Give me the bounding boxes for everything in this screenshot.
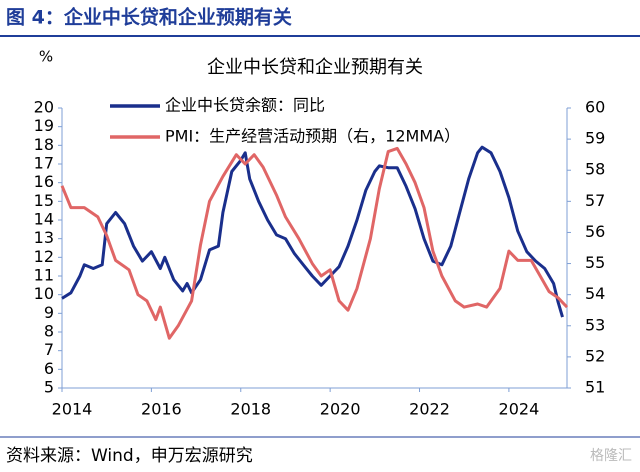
x-tick-label: 2016	[141, 400, 182, 419]
legend-label: 企业中长贷余额：同比	[165, 96, 325, 115]
legend-label: PMI：生产经营活动预期（右，12MMA）	[165, 127, 460, 146]
y-tick-label: 12	[34, 247, 54, 266]
watermark: 格隆汇	[590, 448, 632, 464]
x-tick-label: 2014	[52, 400, 93, 419]
y-tick-label: 14	[34, 210, 54, 229]
y2-tick-label: 54	[585, 284, 605, 303]
y-tick-label: 8	[44, 322, 54, 341]
y-tick-label: 15	[34, 191, 54, 210]
series-line	[61, 145, 564, 318]
chart-title: 企业中长贷和企业预期有关	[207, 57, 423, 78]
y2-tick-label: 58	[585, 160, 605, 179]
y2-tick-label: 52	[585, 346, 605, 365]
y-tick-label: 6	[44, 359, 54, 378]
y2-tick-label: 53	[585, 315, 605, 334]
y-tick-label: 7	[44, 340, 54, 359]
y-unit: %	[39, 48, 53, 66]
y-tick-label: 5	[44, 378, 54, 397]
header-title: 图 4：企业中长贷和企业预期有关	[6, 6, 292, 29]
x-tick-label: 2020	[320, 400, 361, 419]
y-tick-label: 16	[34, 172, 54, 191]
y-tick-label: 17	[34, 154, 54, 173]
y-tick-label: 11	[34, 266, 54, 285]
y-tick-label: 19	[34, 116, 54, 135]
y2-tick-label: 60	[585, 98, 605, 117]
y-tick-label: 13	[34, 228, 54, 247]
x-tick-label: 2024	[499, 400, 540, 419]
y-tick-label: 9	[44, 303, 54, 322]
y2-tick-label: 57	[585, 191, 605, 210]
source: 资料来源：Wind，申万宏源研究	[6, 446, 253, 466]
y-tick-label: 20	[34, 98, 54, 117]
series-line	[60, 146, 569, 340]
y2-tick-label: 51	[585, 378, 605, 397]
x-tick-label: 2022	[409, 400, 450, 419]
x-tick-label: 2018	[230, 400, 271, 419]
y2-tick-label: 55	[585, 253, 605, 272]
y2-tick-label: 56	[585, 222, 605, 241]
y-tick-label: 10	[34, 284, 54, 303]
y2-tick-label: 59	[585, 129, 605, 148]
y-tick-label: 18	[34, 135, 54, 154]
